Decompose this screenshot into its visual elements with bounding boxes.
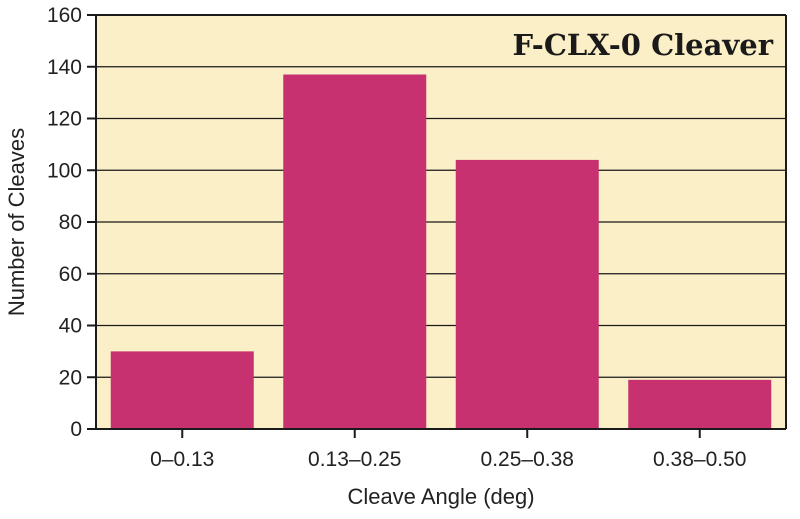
x-tick-label-3: 0.38–0.50 xyxy=(653,448,746,471)
bar-1 xyxy=(283,74,427,429)
y-tick-label-140: 140 xyxy=(47,56,82,79)
chart-title: F-CLX-0 Cleaver xyxy=(513,28,774,62)
bar-2 xyxy=(455,159,599,429)
y-tick-label-0: 0 xyxy=(70,418,82,441)
x-tick-label-1: 0.13–0.25 xyxy=(308,448,401,471)
x-tick-label-0: 0–0.13 xyxy=(150,448,214,471)
y-tick-label-120: 120 xyxy=(47,108,82,131)
y-tick-labels: 0 20 40 60 80 100 120 140 160 xyxy=(47,4,96,441)
y-tick-label-20: 20 xyxy=(59,366,82,389)
bar-3 xyxy=(628,379,772,429)
y-tick-label-100: 100 xyxy=(47,159,82,182)
axes xyxy=(95,14,787,430)
x-tick-labels: 0–0.13 0.13–0.25 0.25–0.38 0.38–0.50 xyxy=(150,429,746,471)
y-tick-label-80: 80 xyxy=(59,211,82,234)
x-axis-title: Cleave Angle (deg) xyxy=(347,484,534,509)
y-tick-label-160: 160 xyxy=(47,4,82,27)
x-tick-label-2: 0.25–0.38 xyxy=(481,448,574,471)
y-axis-title: Number of Cleaves xyxy=(4,128,29,316)
y-tick-label-40: 40 xyxy=(59,315,82,338)
y-tick-label-60: 60 xyxy=(59,263,82,286)
bar-0 xyxy=(110,351,254,429)
bars xyxy=(110,74,772,429)
